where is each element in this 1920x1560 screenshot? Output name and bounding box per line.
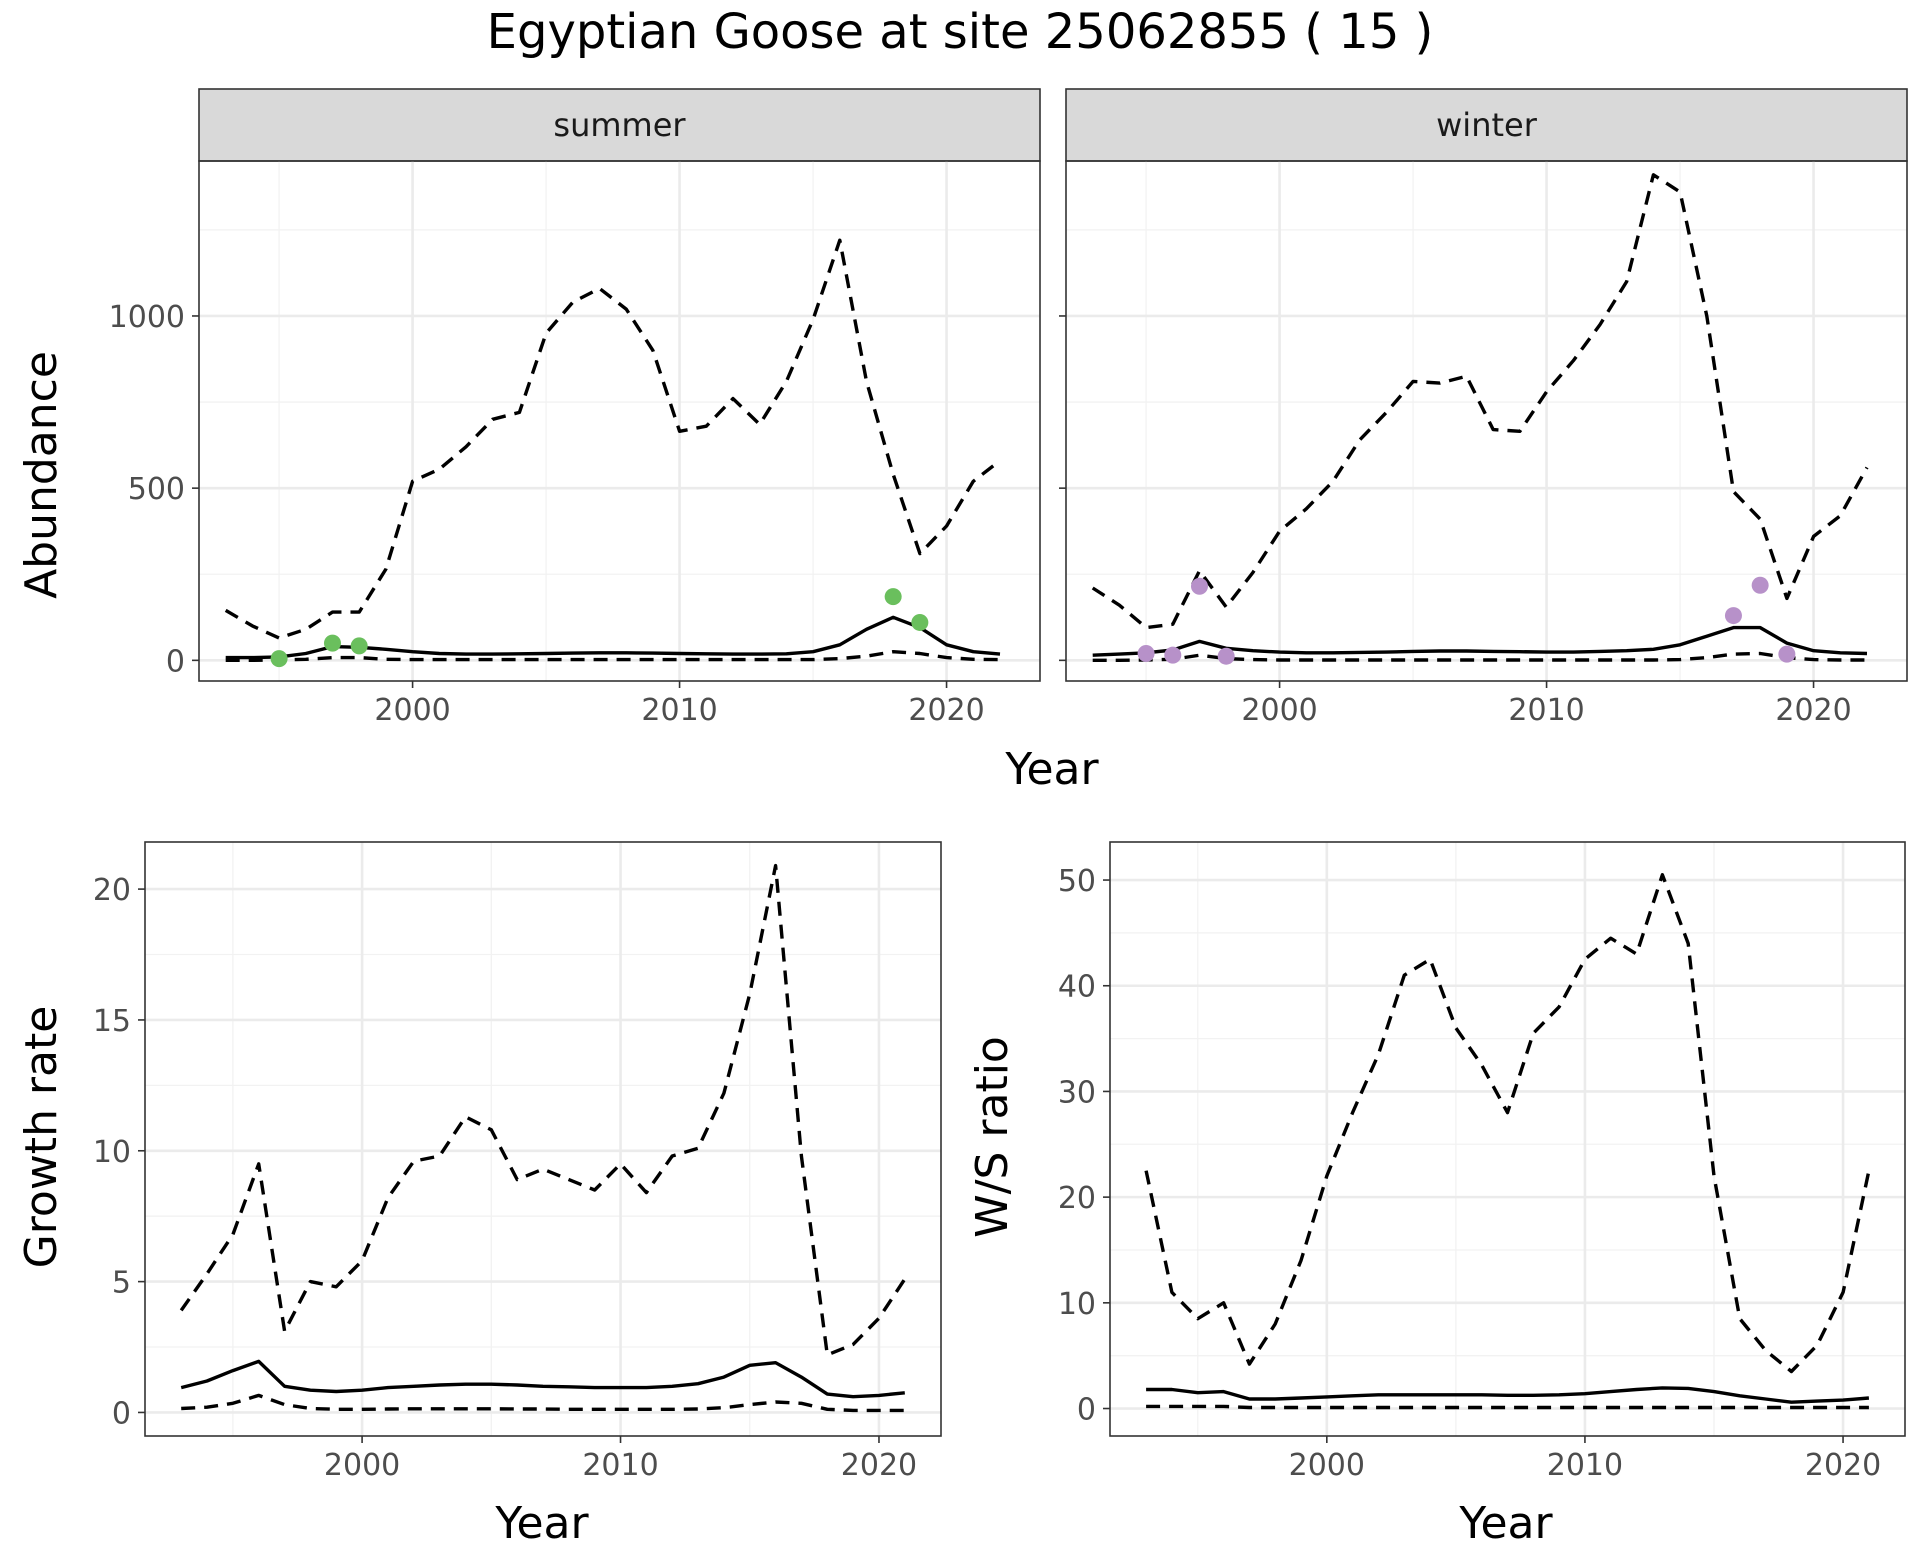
observed-point — [1217, 647, 1235, 665]
observed-point — [1724, 607, 1742, 625]
lower-bound-line — [1092, 651, 1867, 662]
lower-bound-line — [225, 650, 1001, 662]
panel-border — [198, 160, 1041, 682]
observed-point — [1190, 577, 1208, 595]
y-tick-label: 15 — [93, 1004, 131, 1039]
strip-label-winter: winter — [1436, 106, 1538, 144]
x-tick-label: 2000 — [1241, 693, 1317, 728]
y-tick-label: 5 — [112, 1266, 131, 1301]
plot-title: Egyptian Goose at site 25062855 ( 15 ) — [487, 4, 1434, 60]
observed-point — [1164, 646, 1182, 664]
x-tick-label: 2010 — [582, 1448, 658, 1483]
upper-bound-line — [1091, 173, 1869, 630]
observed-point — [884, 588, 902, 606]
observed-point — [1751, 576, 1769, 594]
ws-y-axis-title: W/S ratio — [967, 1036, 1018, 1238]
x-tick-label: 2010 — [1547, 1448, 1623, 1483]
upper-bound-line — [1144, 873, 1871, 1374]
lower-bound-line — [1146, 1404, 1869, 1410]
lower-bound-line — [181, 1393, 905, 1413]
x-tick-label: 2010 — [1508, 693, 1584, 728]
y-tick-label: 40 — [1058, 970, 1096, 1005]
y-tick-label: 20 — [1058, 1181, 1096, 1216]
upper-bound-line — [224, 238, 1002, 640]
estimate-line — [180, 1359, 905, 1399]
x-tick-label: 2000 — [374, 693, 450, 728]
observed-point — [350, 637, 368, 655]
y-tick-label: 30 — [1058, 1075, 1096, 1110]
observed-point — [270, 650, 288, 668]
y-tick-label: 0 — [166, 644, 185, 679]
strip-winter-background — [1065, 88, 1908, 162]
estimate-line — [1092, 625, 1868, 657]
growth-x-axis-title: Year — [494, 1498, 589, 1549]
top-y-axis-title: Abundance — [16, 351, 67, 599]
y-tick-label: 10 — [93, 1135, 131, 1170]
x-tick-label: 2000 — [1289, 1448, 1365, 1483]
y-tick-label: 10 — [1058, 1287, 1096, 1322]
panel-ws-ratio: 2000 2010 2020 0 10 20 30 40 50 — [1058, 841, 1906, 1483]
ws-x-axis-title: Year — [1458, 1498, 1553, 1549]
y-tick-label: 1000 — [109, 300, 185, 335]
panel-growth-rate: 2000 2010 2020 0 5 10 15 20 — [93, 841, 942, 1483]
y-tick-label: 0 — [112, 1396, 131, 1431]
panel-border — [1109, 841, 1906, 1437]
strip-label-summer: summer — [553, 106, 686, 144]
y-tick-label: 500 — [128, 472, 185, 507]
panel-summer: summer 2000 2010 2020 0 500 1000 — [109, 88, 1041, 728]
estimate-line — [225, 615, 1001, 660]
x-tick-label: 2020 — [841, 1448, 917, 1483]
observed-point — [323, 634, 341, 652]
x-tick-label: 2010 — [641, 693, 717, 728]
growth-y-axis-title: Growth rate — [16, 1006, 67, 1269]
panel-border — [144, 841, 942, 1437]
panel-winter: winter 2000 2010 2020 — [1059, 88, 1908, 728]
y-tick-label: 50 — [1058, 864, 1096, 899]
estimate-line — [1146, 1386, 1870, 1404]
strip-summer-background — [198, 88, 1041, 162]
upper-bound-line — [179, 863, 907, 1357]
panel-border — [1065, 160, 1908, 682]
observed-point — [1137, 644, 1155, 662]
x-tick-label: 2000 — [324, 1448, 400, 1483]
y-tick-label: 0 — [1077, 1393, 1096, 1428]
observed-point — [911, 613, 929, 631]
y-tick-label: 20 — [93, 873, 131, 908]
observed-point — [1778, 645, 1796, 663]
x-tick-label: 2020 — [1805, 1448, 1881, 1483]
x-tick-label: 2020 — [908, 693, 984, 728]
top-x-axis-title: Year — [1004, 744, 1099, 795]
x-tick-label: 2020 — [1775, 693, 1851, 728]
